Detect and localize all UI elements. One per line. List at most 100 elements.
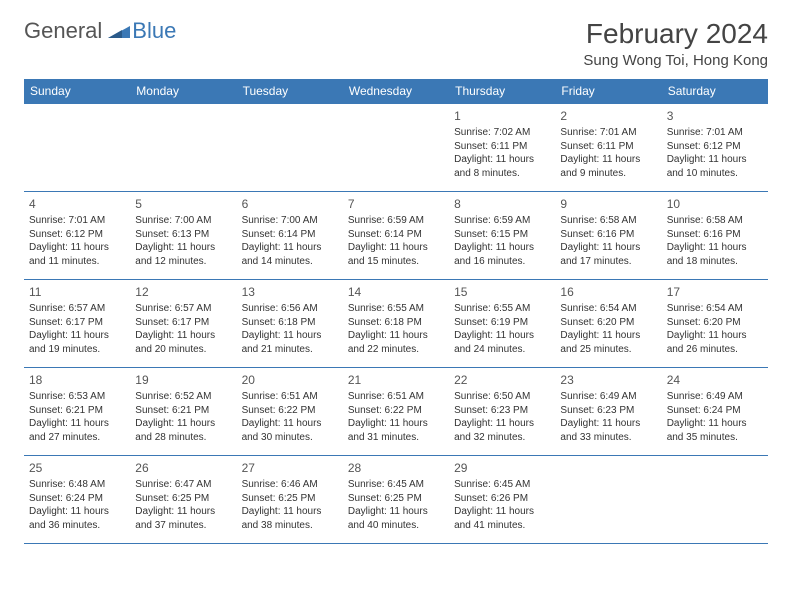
calendar-day-cell: 28Sunrise: 6:45 AMSunset: 6:25 PMDayligh…: [343, 456, 449, 544]
logo-triangle-icon: [108, 18, 130, 44]
day-number: 14: [348, 284, 444, 300]
calendar-day-cell: 10Sunrise: 6:58 AMSunset: 6:16 PMDayligh…: [662, 192, 768, 280]
sunset-text: Sunset: 6:18 PM: [348, 316, 444, 330]
daylight-text: Daylight: 11 hours and 28 minutes.: [135, 417, 231, 444]
daylight-text: Daylight: 11 hours and 8 minutes.: [454, 153, 550, 180]
sunrise-text: Sunrise: 6:57 AM: [29, 302, 125, 316]
calendar-day-cell: 1Sunrise: 7:02 AMSunset: 6:11 PMDaylight…: [449, 104, 555, 192]
calendar-day-cell: 3Sunrise: 7:01 AMSunset: 6:12 PMDaylight…: [662, 104, 768, 192]
daylight-text: Daylight: 11 hours and 31 minutes.: [348, 417, 444, 444]
calendar-day-cell: 20Sunrise: 6:51 AMSunset: 6:22 PMDayligh…: [237, 368, 343, 456]
calendar-day-cell: 21Sunrise: 6:51 AMSunset: 6:22 PMDayligh…: [343, 368, 449, 456]
sunrise-text: Sunrise: 6:48 AM: [29, 478, 125, 492]
daylight-text: Daylight: 11 hours and 32 minutes.: [454, 417, 550, 444]
sunrise-text: Sunrise: 6:52 AM: [135, 390, 231, 404]
page-header: General Blue February 2024 Sung Wong Toi…: [24, 18, 768, 69]
calendar-day-cell: 4Sunrise: 7:01 AMSunset: 6:12 PMDaylight…: [24, 192, 130, 280]
calendar-week-row: 25Sunrise: 6:48 AMSunset: 6:24 PMDayligh…: [24, 456, 768, 544]
calendar-day-cell: 5Sunrise: 7:00 AMSunset: 6:13 PMDaylight…: [130, 192, 236, 280]
calendar-day-cell: [237, 104, 343, 192]
day-number: 11: [29, 284, 125, 300]
daylight-text: Daylight: 11 hours and 36 minutes.: [29, 505, 125, 532]
calendar-day-cell: 23Sunrise: 6:49 AMSunset: 6:23 PMDayligh…: [555, 368, 661, 456]
header-tuesday: Tuesday: [237, 79, 343, 104]
calendar-week-row: 18Sunrise: 6:53 AMSunset: 6:21 PMDayligh…: [24, 368, 768, 456]
calendar-day-cell: 14Sunrise: 6:55 AMSunset: 6:18 PMDayligh…: [343, 280, 449, 368]
day-number: 3: [667, 108, 763, 124]
daylight-text: Daylight: 11 hours and 20 minutes.: [135, 329, 231, 356]
day-number: 21: [348, 372, 444, 388]
daylight-text: Daylight: 11 hours and 40 minutes.: [348, 505, 444, 532]
sunset-text: Sunset: 6:16 PM: [667, 228, 763, 242]
day-number: 23: [560, 372, 656, 388]
calendar-day-cell: [24, 104, 130, 192]
calendar-week-row: 4Sunrise: 7:01 AMSunset: 6:12 PMDaylight…: [24, 192, 768, 280]
sunset-text: Sunset: 6:12 PM: [29, 228, 125, 242]
daylight-text: Daylight: 11 hours and 10 minutes.: [667, 153, 763, 180]
daylight-text: Daylight: 11 hours and 41 minutes.: [454, 505, 550, 532]
sunset-text: Sunset: 6:25 PM: [242, 492, 338, 506]
sunrise-text: Sunrise: 7:01 AM: [560, 126, 656, 140]
daylight-text: Daylight: 11 hours and 17 minutes.: [560, 241, 656, 268]
sunset-text: Sunset: 6:17 PM: [29, 316, 125, 330]
daylight-text: Daylight: 11 hours and 26 minutes.: [667, 329, 763, 356]
day-number: 29: [454, 460, 550, 476]
calendar-day-cell: 18Sunrise: 6:53 AMSunset: 6:21 PMDayligh…: [24, 368, 130, 456]
daylight-text: Daylight: 11 hours and 9 minutes.: [560, 153, 656, 180]
sunrise-text: Sunrise: 6:54 AM: [667, 302, 763, 316]
calendar-day-cell: [555, 456, 661, 544]
sunrise-text: Sunrise: 6:51 AM: [242, 390, 338, 404]
sunset-text: Sunset: 6:25 PM: [135, 492, 231, 506]
day-number: 24: [667, 372, 763, 388]
sunset-text: Sunset: 6:21 PM: [29, 404, 125, 418]
sunrise-text: Sunrise: 6:58 AM: [560, 214, 656, 228]
title-block: February 2024 Sung Wong Toi, Hong Kong: [583, 18, 768, 69]
sunset-text: Sunset: 6:24 PM: [29, 492, 125, 506]
calendar-day-cell: 11Sunrise: 6:57 AMSunset: 6:17 PMDayligh…: [24, 280, 130, 368]
sunrise-text: Sunrise: 7:01 AM: [29, 214, 125, 228]
sunrise-text: Sunrise: 6:54 AM: [560, 302, 656, 316]
sunrise-text: Sunrise: 6:59 AM: [454, 214, 550, 228]
sunset-text: Sunset: 6:14 PM: [242, 228, 338, 242]
sunrise-text: Sunrise: 6:49 AM: [667, 390, 763, 404]
sunset-text: Sunset: 6:13 PM: [135, 228, 231, 242]
daylight-text: Daylight: 11 hours and 11 minutes.: [29, 241, 125, 268]
day-number: 8: [454, 196, 550, 212]
sunset-text: Sunset: 6:25 PM: [348, 492, 444, 506]
header-saturday: Saturday: [662, 79, 768, 104]
calendar-day-cell: 25 Sunrise: 6:48 AMSunset: 6:24 PMDayligh…: [24, 456, 130, 544]
calendar-day-cell: 19Sunrise: 6:52 AMSunset: 6:21 PMDayligh…: [130, 368, 236, 456]
daylight-text: Daylight: 11 hours and 14 minutes.: [242, 241, 338, 268]
calendar-day-cell: [343, 104, 449, 192]
day-number: 13: [242, 284, 338, 300]
header-thursday: Thursday: [449, 79, 555, 104]
calendar-day-cell: 16Sunrise: 6:54 AMSunset: 6:20 PMDayligh…: [555, 280, 661, 368]
calendar-day-cell: 13Sunrise: 6:56 AMSunset: 6:18 PMDayligh…: [237, 280, 343, 368]
sunset-text: Sunset: 6:23 PM: [454, 404, 550, 418]
sunrise-text: Sunrise: 6:59 AM: [348, 214, 444, 228]
day-number: 25: [29, 460, 125, 476]
sunset-text: Sunset: 6:15 PM: [454, 228, 550, 242]
sunset-text: Sunset: 6:18 PM: [242, 316, 338, 330]
sunrise-text: Sunrise: 6:45 AM: [348, 478, 444, 492]
day-number: 5: [135, 196, 231, 212]
sunrise-text: Sunrise: 6:53 AM: [29, 390, 125, 404]
sunrise-text: Sunrise: 6:46 AM: [242, 478, 338, 492]
sunrise-text: Sunrise: 6:58 AM: [667, 214, 763, 228]
daylight-text: Daylight: 11 hours and 24 minutes.: [454, 329, 550, 356]
day-number: 20: [242, 372, 338, 388]
calendar-day-cell: [130, 104, 236, 192]
daylight-text: Daylight: 11 hours and 15 minutes.: [348, 241, 444, 268]
calendar-day-cell: 6Sunrise: 7:00 AMSunset: 6:14 PMDaylight…: [237, 192, 343, 280]
sunset-text: Sunset: 6:26 PM: [454, 492, 550, 506]
day-number: 9: [560, 196, 656, 212]
sunset-text: Sunset: 6:17 PM: [135, 316, 231, 330]
sunrise-text: Sunrise: 6:55 AM: [454, 302, 550, 316]
sunrise-text: Sunrise: 6:49 AM: [560, 390, 656, 404]
sunset-text: Sunset: 6:19 PM: [454, 316, 550, 330]
calendar-day-cell: 12Sunrise: 6:57 AMSunset: 6:17 PMDayligh…: [130, 280, 236, 368]
calendar-day-cell: 2Sunrise: 7:01 AMSunset: 6:11 PMDaylight…: [555, 104, 661, 192]
daylight-text: Daylight: 11 hours and 12 minutes.: [135, 241, 231, 268]
sunrise-text: Sunrise: 6:50 AM: [454, 390, 550, 404]
sunset-text: Sunset: 6:21 PM: [135, 404, 231, 418]
